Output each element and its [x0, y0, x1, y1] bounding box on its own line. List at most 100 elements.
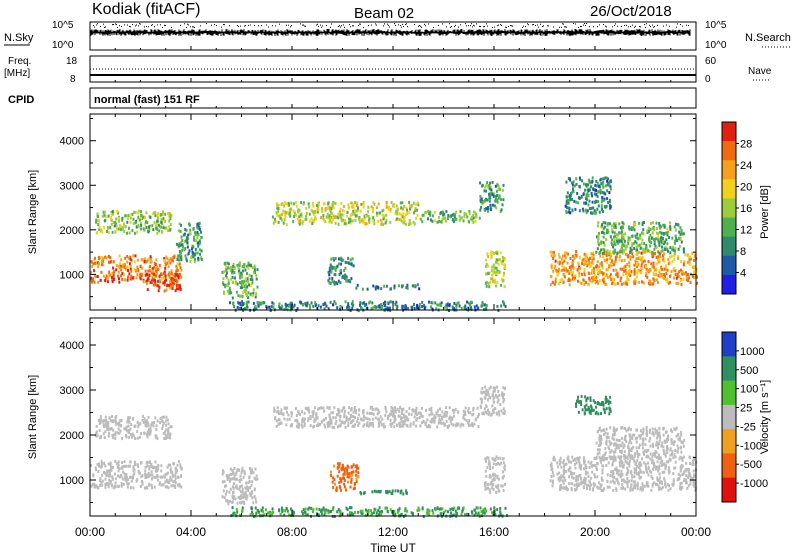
data-cell [157, 223, 160, 227]
data-cell [666, 280, 669, 284]
data-cell [501, 391, 504, 395]
nsearch-sample [339, 25, 340, 27]
nsearch-sample [599, 24, 600, 26]
data-cell [118, 216, 121, 220]
data-cell [340, 468, 343, 472]
data-cell [466, 409, 469, 413]
data-cell [181, 248, 184, 252]
data-cell [633, 277, 636, 281]
data-cell [155, 435, 157, 439]
data-cell [240, 478, 243, 482]
nsearch-sample [402, 23, 403, 25]
nsearch-sample [593, 26, 594, 28]
data-cell [643, 221, 645, 224]
data-cell [586, 192, 589, 196]
data-cell [626, 271, 629, 275]
data-cell [99, 256, 102, 260]
data-cell [146, 473, 149, 477]
data-cell [591, 179, 594, 183]
data-cell [170, 425, 173, 429]
data-cell [334, 215, 337, 219]
data-cell [245, 485, 248, 489]
data-cell [255, 292, 258, 296]
data-cell [120, 264, 123, 268]
data-cell [382, 217, 385, 221]
data-cell [430, 412, 433, 416]
data-cell [464, 304, 467, 308]
data-cell [608, 191, 611, 195]
nsearch-sample [401, 26, 402, 28]
data-cell [630, 226, 633, 230]
nsearch-sample [317, 23, 318, 25]
nsearch-sample [484, 26, 485, 28]
data-cell [651, 231, 654, 235]
data-cell [149, 265, 151, 269]
data-cell [169, 223, 172, 226]
data-cell [600, 271, 603, 274]
data-cell [689, 281, 692, 284]
data-cell [129, 267, 132, 271]
data-cell [226, 499, 229, 503]
data-cell [670, 254, 673, 258]
data-cell [596, 207, 599, 211]
data-cell [296, 420, 299, 424]
data-cell [251, 468, 253, 472]
data-cell [194, 251, 197, 255]
data-cell [326, 406, 329, 410]
data-cell [145, 225, 148, 229]
data-cell [578, 256, 581, 260]
data-cell [101, 419, 104, 423]
data-cell [130, 274, 133, 278]
data-cell [315, 414, 318, 418]
data-cell [610, 254, 612, 258]
data-cell [659, 275, 662, 278]
data-cell [500, 277, 503, 281]
data-cell [253, 268, 256, 272]
data-cell [430, 406, 433, 410]
data-cell [115, 217, 117, 221]
data-cell [380, 287, 383, 291]
data-cell [224, 484, 226, 488]
data-cell [156, 213, 159, 217]
data-cell [329, 416, 332, 420]
data-cell [352, 419, 355, 422]
data-cell [362, 220, 365, 224]
data-cell [641, 221, 644, 225]
nsearch-sample [682, 25, 683, 27]
data-cell [429, 213, 432, 217]
data-cell [161, 223, 164, 227]
data-cell [108, 427, 111, 431]
data-cell [98, 464, 100, 468]
data-cell [290, 301, 293, 305]
data-cell [413, 307, 416, 311]
data-cell [611, 228, 614, 232]
data-cell [148, 225, 150, 229]
data-cell [340, 480, 343, 484]
data-region [479, 385, 506, 417]
data-cell [110, 466, 113, 470]
data-cell [308, 219, 311, 223]
data-cell [176, 262, 179, 266]
colorbar-tick-label: 8 [740, 246, 746, 258]
data-cell [228, 286, 231, 290]
data-cell [191, 247, 193, 251]
data-cell [157, 289, 160, 293]
data-cell [416, 283, 419, 287]
data-cell [554, 277, 557, 281]
data-cell [303, 422, 306, 426]
data-cell [668, 221, 671, 225]
data-cell [353, 408, 356, 411]
data-cell [281, 203, 284, 207]
data-cell [660, 250, 663, 254]
data-cell [314, 301, 317, 305]
data-cell [232, 471, 235, 475]
data-cell [164, 473, 167, 476]
nsearch-sample [650, 26, 651, 28]
data-cell [172, 278, 175, 282]
nsearch-sample [510, 25, 511, 26]
data-cell [578, 209, 581, 213]
nsearch-sample [400, 25, 401, 27]
data-cell [314, 215, 317, 219]
data-cell [248, 492, 251, 496]
data-cell [166, 485, 169, 489]
